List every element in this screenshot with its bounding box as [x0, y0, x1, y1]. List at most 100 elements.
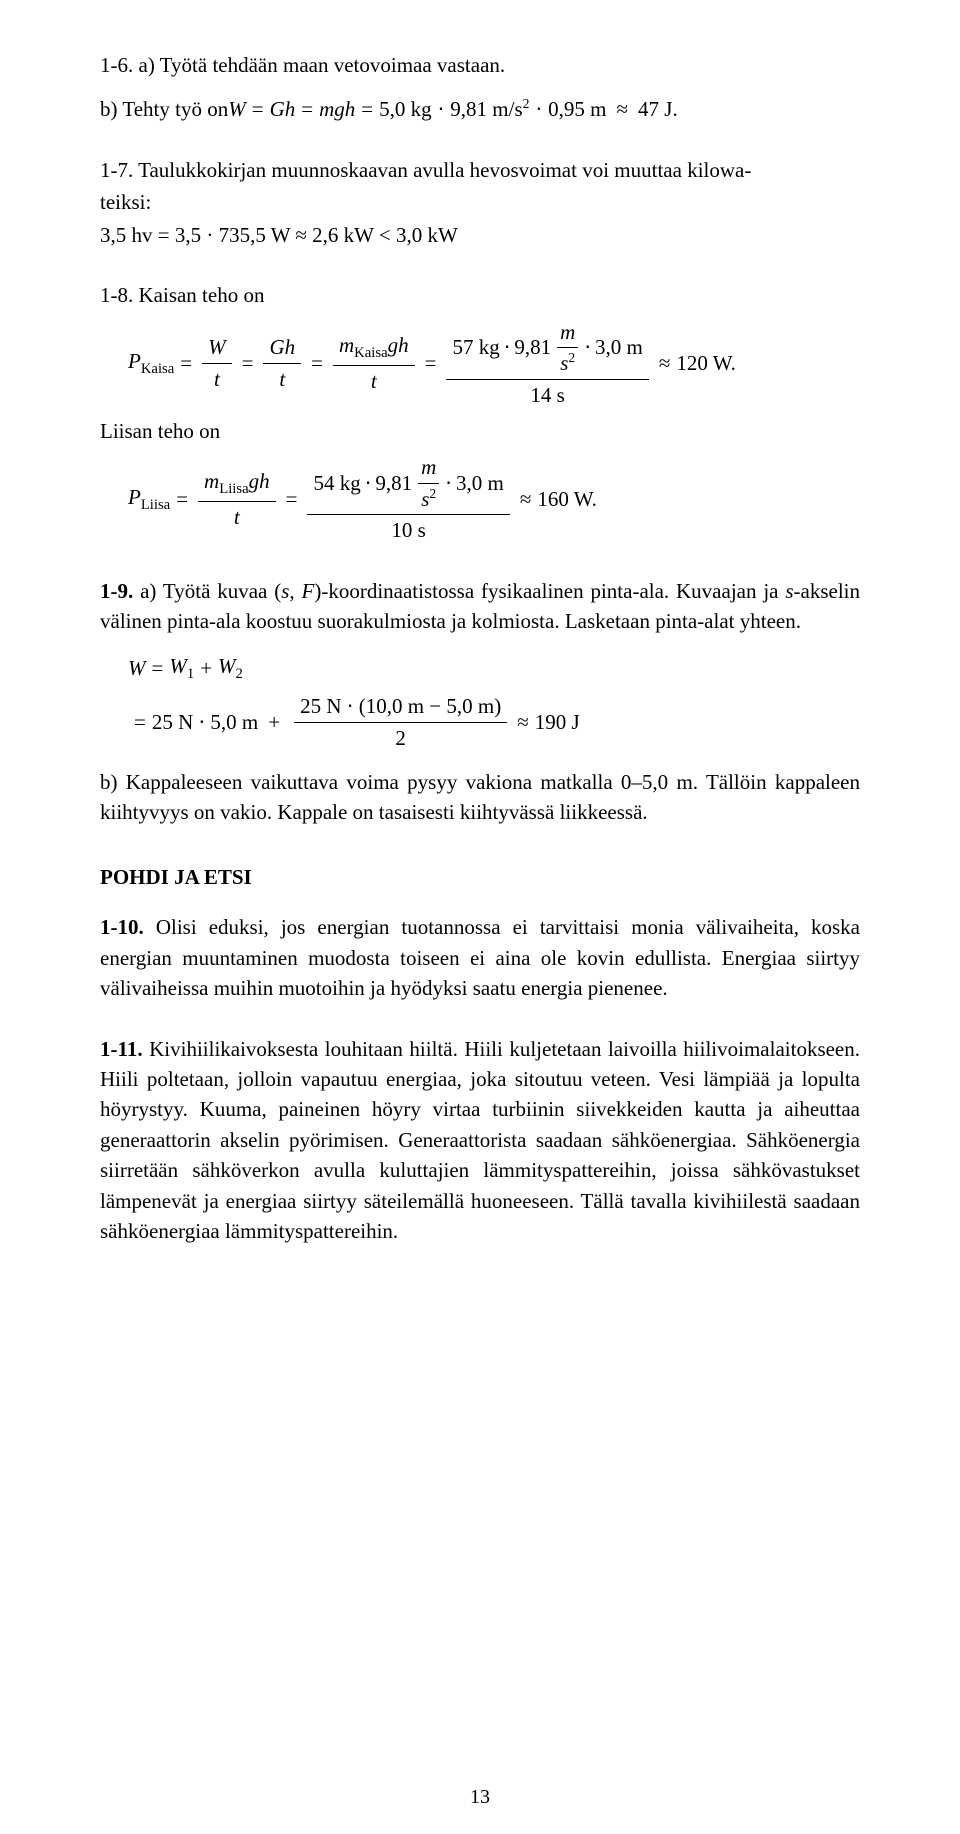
unit-m: m	[418, 452, 439, 483]
den: t	[273, 364, 291, 394]
eq-dist: 0,95 m	[548, 94, 606, 124]
eq-op: =	[305, 348, 329, 378]
unit-frac: m s2	[418, 452, 439, 514]
den: t	[208, 364, 226, 394]
sym-P: P	[128, 485, 141, 509]
unit-frac: m s2	[557, 317, 578, 379]
unit-s2: s2	[557, 348, 578, 378]
liisa-equation: PLiisa = mLiisagh t = 54 kg ⋅ 9,81 m	[128, 452, 860, 545]
unit-s2: s2	[418, 484, 439, 514]
plus: +	[194, 653, 218, 683]
unit-m: m	[557, 317, 578, 348]
frac-mgh-t: mLiisagh t	[198, 466, 276, 532]
eq-Gh: Gh	[270, 94, 296, 124]
eq-op: =	[355, 94, 379, 124]
approx: ≈	[653, 348, 677, 378]
frac-mgh-t: mKaisagh t	[333, 330, 415, 396]
problem-1-6: 1-6. a) Työtä tehdään maan vetovoimaa va…	[100, 50, 860, 125]
num: Gh	[263, 332, 301, 363]
result: 160 W.	[537, 484, 597, 514]
p1-6a-text: 1-6. a) Työtä tehdään maan vetovoimaa va…	[100, 50, 860, 80]
den: t	[365, 366, 383, 396]
num: 57 kg ⋅ 9,81 m s2 ⋅ 3,0 m	[446, 317, 648, 380]
p1-7-line2: teiksi:	[100, 187, 860, 217]
liisa-intro: Liisan teho on	[100, 416, 860, 446]
g: 9,81	[375, 468, 412, 498]
num: W	[202, 332, 232, 363]
p1-6b-lead: b) Tehty työ on	[100, 94, 228, 124]
approx: ≈	[511, 707, 535, 737]
sym-P: P	[128, 349, 141, 373]
sym-W: W	[128, 653, 146, 683]
mass: 54 kg	[313, 468, 360, 498]
problem-1-9: 1-9. a) Työtä kuvaa (s, F)-koordinaatist…	[100, 576, 860, 828]
sym-m: m	[204, 469, 219, 493]
p1-6b-equation: b) Tehty työ on W = Gh = mgh = 5,0 kg ⋅ …	[100, 94, 860, 124]
frac-numeric: 54 kg ⋅ 9,81 m s2 ⋅ 3,0 m 10 s	[307, 452, 509, 545]
approx: ≈	[606, 94, 638, 124]
dot: ⋅	[529, 94, 548, 124]
kaisa-P: PKaisa	[128, 346, 174, 381]
p1-10-body: Olisi eduksi, jos energian tuotannossa e…	[100, 915, 860, 1000]
liisa-P: PLiisa	[128, 482, 170, 517]
eq-g: 9,81 m/s2	[450, 94, 529, 124]
dot: ⋅	[432, 94, 451, 124]
p1-9a-lead: 1-9. a) Työtä kuvaa (s, F)-koordinaatist…	[100, 579, 860, 633]
height: 3,0 m	[595, 332, 643, 362]
sym-m-sub: Kaisa	[354, 346, 387, 362]
p1-8-intro: 1-8. Kaisan teho on	[100, 280, 860, 310]
sym-W2: W2	[218, 651, 243, 686]
sym-W1: W1	[169, 651, 194, 686]
sym-gh: gh	[388, 333, 409, 357]
p1-11-text: 1-11. Kivihiilikaivoksesta louhitaan hii…	[100, 1034, 860, 1247]
problem-1-11: 1-11. Kivihiilikaivoksesta louhitaan hii…	[100, 1034, 860, 1247]
w1-sub: 1	[187, 666, 194, 682]
eq-op: =	[419, 348, 443, 378]
area-eq-line1: W = W1 + W2	[128, 651, 860, 686]
frac-Gh-t: Gh t	[263, 332, 301, 394]
p1-7-line1: 1-7. Taulukkokirjan muunnoskaavan avulla…	[100, 155, 860, 185]
frac-numeric: 57 kg ⋅ 9,81 m s2 ⋅ 3,0 m 14 s	[446, 317, 648, 410]
den: 14 s	[524, 380, 570, 410]
dot: ⋅	[365, 468, 372, 498]
num: mKaisagh	[333, 330, 415, 366]
result: 190 J	[535, 707, 580, 737]
sym-P-sub: Liisa	[141, 497, 170, 513]
result: 120 W.	[676, 348, 736, 378]
dot: ⋅	[504, 332, 511, 362]
p1-9a-text: 1-9. a) Työtä kuvaa (s, F)-koordinaatist…	[100, 576, 860, 637]
eq-mass: 5,0 kg	[379, 94, 432, 124]
problem-1-10: 1-10. Olisi eduksi, jos energian tuotann…	[100, 912, 860, 1003]
den: 2	[389, 723, 412, 753]
problem-1-8: 1-8. Kaisan teho on PKaisa = W t = Gh t …	[100, 280, 860, 546]
sym-gh: gh	[249, 469, 270, 493]
section-heading-pohdi: POHDI JA ETSI	[100, 862, 860, 892]
w2: W	[218, 654, 236, 678]
area-eq-line2: = 25 N ⋅ 5,0 m + 25 N ⋅ (10,0 m − 5,0 m)…	[128, 691, 860, 753]
sym-P-sub: Kaisa	[141, 361, 174, 377]
kaisa-equation: PKaisa = W t = Gh t = mKaisagh t =	[128, 317, 860, 410]
height: 3,0 m	[456, 468, 504, 498]
triangle-frac: 25 N ⋅ (10,0 m − 5,0 m) 2	[294, 691, 507, 753]
g: 9,81	[514, 332, 551, 362]
eq-op: =	[146, 653, 170, 683]
frac-W-t: W t	[202, 332, 232, 394]
eq-g-val: 9,81 m/s	[450, 97, 522, 121]
eq-op: =	[174, 348, 198, 378]
eq-W: W	[228, 94, 246, 124]
eq-op: =	[295, 94, 319, 124]
dot: ⋅	[445, 468, 452, 498]
sym-m-sub: Liisa	[219, 481, 248, 497]
plus: +	[258, 707, 290, 737]
p1-11-body: Kivihiilikaivoksesta louhitaan hiiltä. H…	[100, 1037, 860, 1244]
eq-op: =	[280, 484, 304, 514]
eq-mgh: mgh	[319, 94, 355, 124]
num: mLiisagh	[198, 466, 276, 502]
unit-s-exp: 2	[568, 350, 575, 365]
eq-op: =	[128, 707, 152, 737]
eq-op: =	[236, 348, 260, 378]
w2-sub: 2	[236, 666, 243, 682]
problem-1-7: 1-7. Taulukkokirjan muunnoskaavan avulla…	[100, 155, 860, 250]
eq-result: 47 J.	[638, 94, 678, 124]
p1-10-text: 1-10. Olisi eduksi, jos energian tuotann…	[100, 912, 860, 1003]
